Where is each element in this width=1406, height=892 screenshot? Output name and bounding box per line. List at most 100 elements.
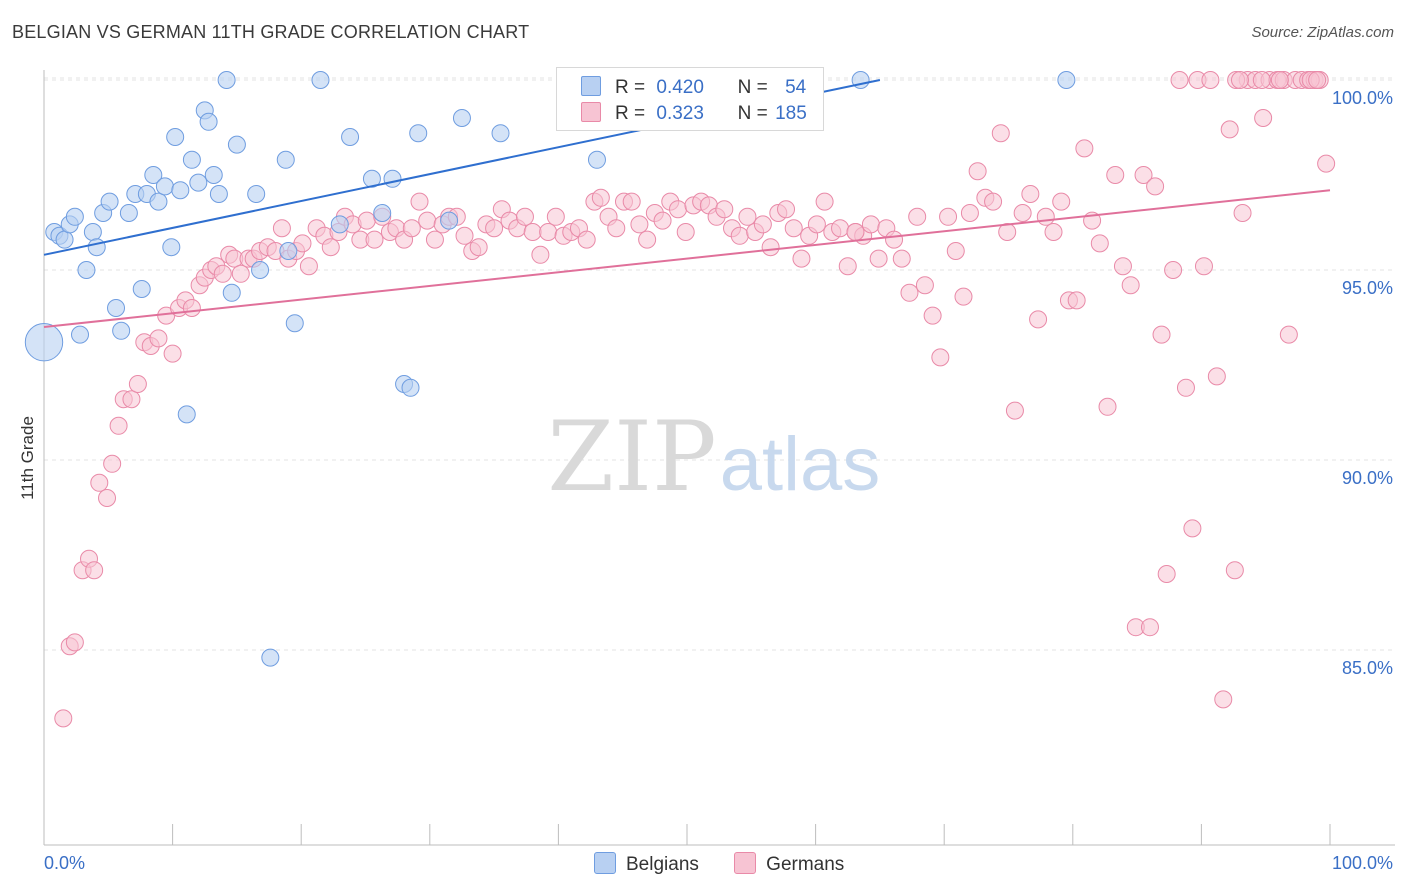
- germans-trend-line: [43, 189, 1331, 328]
- belgian-point: [177, 405, 196, 424]
- german-point: [968, 162, 987, 181]
- german-point: [869, 249, 888, 268]
- german-point: [1013, 204, 1032, 222]
- legend-item-germans: Germans: [734, 852, 844, 876]
- german-point: [1146, 177, 1165, 196]
- legend-row-germans: R = 0.323 N = 185: [581, 102, 807, 126]
- german-point: [357, 211, 376, 230]
- belgian-point: [166, 128, 185, 146]
- belgian-point: [383, 169, 402, 188]
- german-point: [630, 215, 649, 234]
- german-point: [1230, 71, 1249, 89]
- german-point: [815, 192, 834, 211]
- german-point: [715, 200, 734, 219]
- belgians-swatch: [581, 76, 601, 96]
- german-point: [730, 226, 749, 245]
- german-point: [1106, 166, 1125, 184]
- x-tick-label-start: 0.0%: [44, 853, 85, 873]
- belgian-point: [227, 135, 246, 154]
- german-point: [1254, 109, 1273, 127]
- german-point: [402, 219, 421, 238]
- german-point: [607, 219, 626, 238]
- german-point: [1090, 234, 1109, 253]
- legend-row-belgians: R = 0.420 N = 54: [581, 76, 806, 100]
- x-tick-label-end: 100.0%: [1332, 853, 1393, 873]
- german-point: [1176, 378, 1195, 397]
- german-point: [65, 633, 84, 652]
- y-tick-label: 95.0%: [1342, 278, 1393, 298]
- belgians-n-label: N =: [737, 77, 768, 98]
- belgian-point: [362, 169, 381, 188]
- german-point: [931, 348, 950, 367]
- german-point: [676, 223, 695, 241]
- german-point: [1134, 166, 1153, 184]
- belgian-point: [373, 204, 392, 222]
- german-point: [54, 709, 73, 728]
- german-point: [885, 230, 904, 249]
- german-point: [128, 375, 147, 393]
- gridlines: [44, 77, 1395, 651]
- german-point: [1214, 690, 1233, 709]
- german-point: [182, 299, 201, 317]
- belgian-point: [285, 314, 304, 333]
- germans-n-value: 185: [775, 103, 807, 124]
- german-point: [1140, 618, 1159, 637]
- y-tick-label: 85.0%: [1342, 658, 1393, 678]
- german-point: [1252, 71, 1271, 89]
- german-point: [531, 245, 550, 264]
- chart-title: BELGIAN VS GERMAN 11TH GRADE CORRELATION…: [12, 22, 530, 42]
- belgian-point: [279, 242, 298, 260]
- german-point: [1121, 276, 1140, 295]
- belgian-point: [155, 177, 174, 196]
- belgian-point: [71, 325, 90, 344]
- german-point: [946, 242, 965, 260]
- german-point: [668, 200, 687, 219]
- belgian-point: [276, 150, 295, 169]
- belgian-point: [1057, 71, 1076, 89]
- german-point: [807, 215, 826, 234]
- belgian-point: [162, 238, 181, 257]
- german-point: [892, 249, 911, 268]
- german-point: [455, 226, 474, 245]
- german-point: [784, 219, 803, 238]
- tick-labels: 85.0% 90.0% 95.0% 100.0% 0.0% 100.0%: [44, 88, 1393, 873]
- german-point: [1279, 325, 1298, 344]
- german-point: [231, 264, 250, 283]
- german-point: [1207, 367, 1226, 386]
- german-point: [900, 283, 919, 302]
- belgian-point: [311, 71, 330, 89]
- legend-label-belgians: Belgians: [626, 854, 699, 875]
- german-point: [515, 207, 534, 226]
- german-point: [1201, 71, 1220, 89]
- german-point: [546, 207, 565, 226]
- german-point: [109, 416, 128, 435]
- german-point: [1075, 139, 1094, 158]
- german-point: [425, 230, 444, 249]
- german-point: [991, 124, 1010, 143]
- belgian-point: [452, 109, 471, 127]
- german-point: [293, 234, 312, 253]
- belgian-point: [87, 238, 106, 257]
- watermark-atlas: atlas: [720, 422, 881, 507]
- belgian-point: [189, 173, 208, 192]
- belgian-point: [341, 128, 360, 146]
- belgian-point: [83, 223, 102, 241]
- belgian-point: [149, 192, 168, 211]
- german-point: [1067, 291, 1086, 310]
- belgian-point: [144, 166, 163, 184]
- german-point: [1036, 207, 1055, 226]
- german-point: [122, 390, 141, 409]
- german-point: [846, 223, 865, 241]
- german-point: [653, 211, 672, 230]
- germans-r-label: R =: [615, 103, 646, 124]
- belgian-point: [217, 71, 236, 89]
- german-point: [577, 230, 596, 249]
- german-point: [163, 344, 182, 363]
- y-axis-label: 11th Grade: [18, 416, 37, 500]
- german-point: [539, 223, 558, 241]
- belgian-point: [409, 124, 428, 143]
- german-point: [321, 238, 340, 257]
- belgian-point: [587, 150, 606, 169]
- german-point: [1152, 325, 1171, 344]
